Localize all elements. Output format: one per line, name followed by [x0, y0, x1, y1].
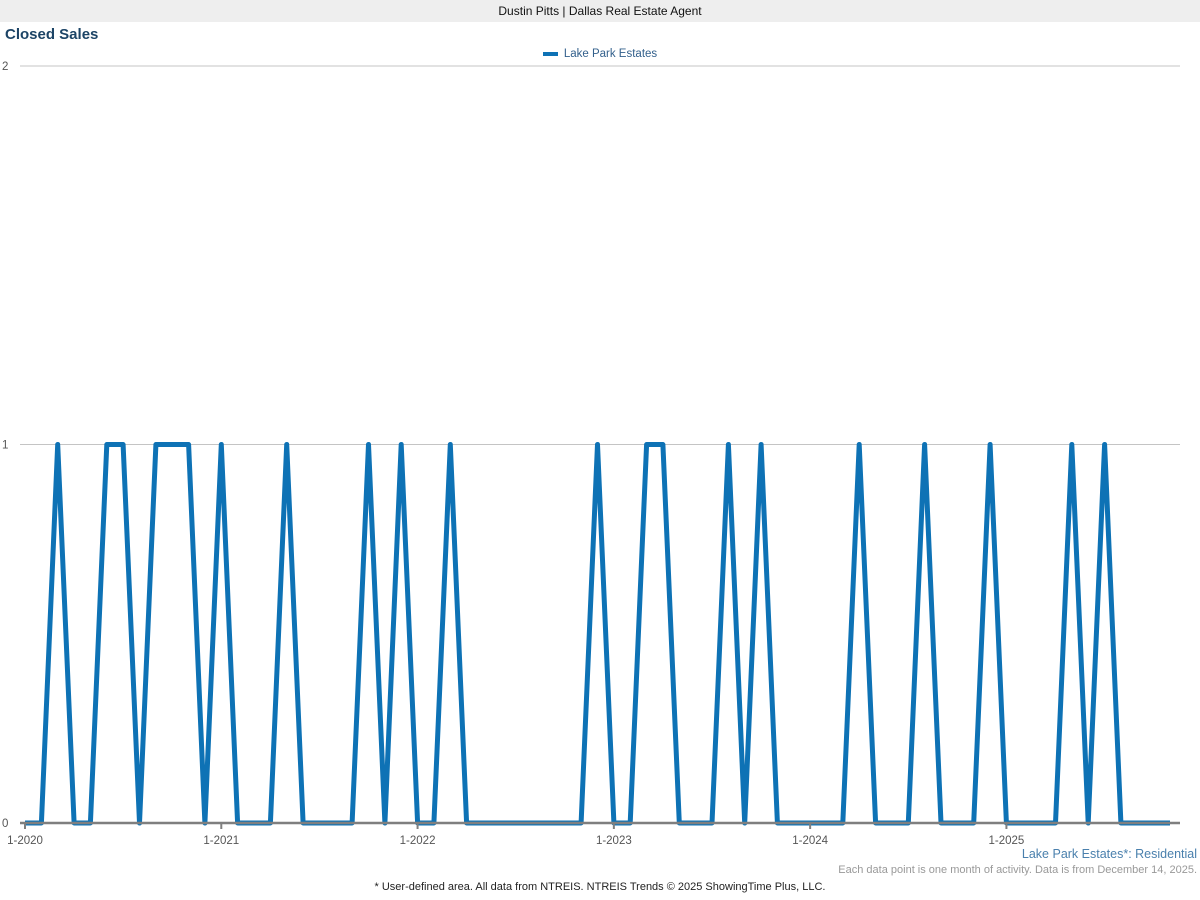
x-axis-label: 1-2022 [400, 835, 436, 847]
footer-series-note: Lake Park Estates*: Residential [1021, 847, 1197, 861]
header-title: Dustin Pitts | Dallas Real Estate Agent [498, 4, 702, 18]
header-bar: Dustin Pitts | Dallas Real Estate Agent [0, 0, 1200, 22]
series-line [25, 442, 1170, 826]
x-axis-label: 1-2021 [203, 835, 239, 847]
x-axis-label: 1-2024 [792, 835, 828, 847]
chart-title: Closed Sales [5, 26, 99, 43]
footer-data-note: Each data point is one month of activity… [838, 864, 1197, 876]
x-axis-label: 1-2025 [989, 835, 1025, 847]
footer-disclaimer: * User-defined area. All data from NTREI… [374, 881, 826, 893]
chart-legend: Lake Park Estates [0, 48, 1200, 60]
x-axis-label: 1-2020 [7, 835, 43, 847]
y-axis-label-0: 0 [2, 818, 8, 830]
legend-line-swatch [542, 52, 558, 56]
y-axis-label-1: 1 [2, 440, 8, 452]
legend-series-label: Lake Park Estates [563, 48, 658, 60]
x-axis-label: 1-2023 [596, 835, 632, 847]
y-axis-label-2: 2 [2, 61, 8, 73]
